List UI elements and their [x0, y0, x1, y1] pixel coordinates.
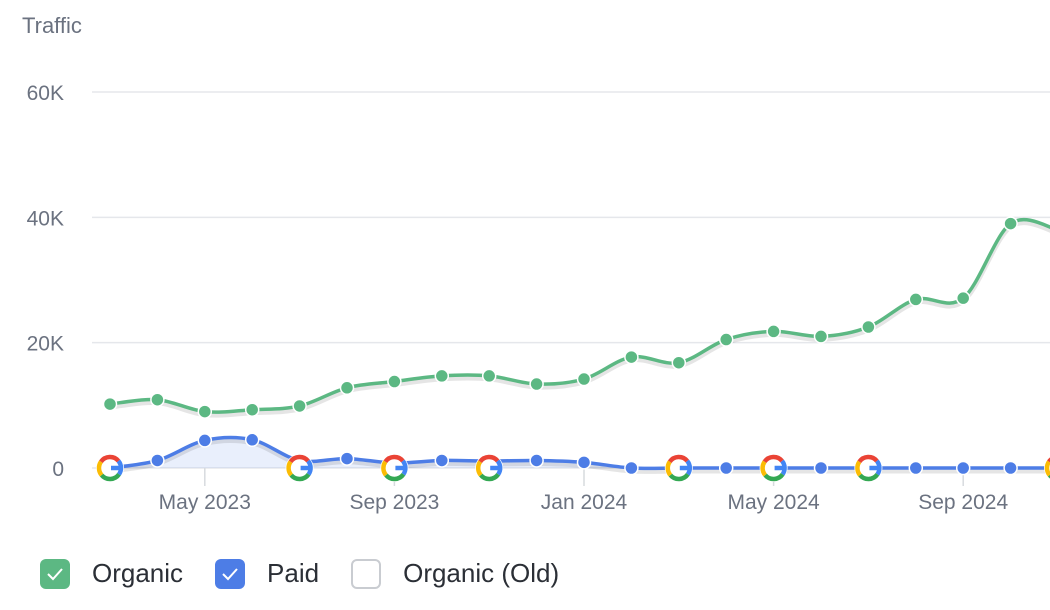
x-tick-label: Sep 2024	[918, 491, 1008, 514]
organic-point[interactable]	[387, 374, 402, 389]
organic-point[interactable]	[813, 329, 829, 344]
google-icon-arc	[760, 460, 768, 477]
legend: Organic Paid Organic (Old)	[40, 558, 591, 589]
paid-checkbox[interactable]	[215, 558, 246, 589]
google-icon-arc	[857, 454, 879, 464]
google-update-icon[interactable]	[96, 454, 124, 482]
organic-point[interactable]	[1003, 216, 1018, 231]
google-icon-arc	[383, 454, 405, 464]
x-tick-label: May 2023	[159, 491, 251, 514]
legend-item-organic[interactable]: Organic	[40, 558, 183, 589]
google-icon-arc	[286, 460, 294, 477]
x-tick-label: Sep 2023	[349, 491, 439, 514]
google-update-icon[interactable]	[285, 454, 314, 482]
google-icon-arc	[381, 460, 388, 477]
paid-point[interactable]	[244, 432, 260, 448]
paid-point[interactable]	[529, 453, 544, 468]
paid-point[interactable]	[955, 460, 971, 476]
check-icon	[47, 567, 63, 580]
google-update-icon[interactable]	[380, 454, 409, 482]
google-icon-arc	[479, 472, 501, 482]
organic-point[interactable]	[766, 324, 781, 339]
paid-point[interactable]	[576, 455, 592, 470]
organic-point[interactable]	[576, 371, 592, 387]
google-icon-arc	[475, 460, 483, 477]
google-icon-arc	[478, 454, 500, 464]
google-icon-arc	[763, 472, 785, 482]
google-icon-arc	[99, 472, 121, 482]
paid-point[interactable]	[908, 460, 924, 476]
legend-label-paid: Paid	[267, 558, 320, 588]
organic-point[interactable]	[481, 368, 497, 384]
organic-point[interactable]	[102, 396, 118, 412]
legend-label-organic: Organic	[92, 558, 184, 588]
google-update-icon[interactable]	[759, 454, 788, 482]
google-icon-arc	[99, 454, 121, 464]
organic-point[interactable]	[150, 392, 165, 407]
organic-point[interactable]	[624, 349, 639, 365]
google-icon-arc	[1044, 460, 1050, 477]
google-icon-arc	[665, 460, 673, 477]
y-tick-label: 60K	[27, 82, 64, 105]
google-update-icon[interactable]	[664, 454, 693, 482]
organic-checkbox[interactable]	[40, 558, 70, 589]
x-tick-label: May 2024	[727, 491, 820, 514]
organic-point[interactable]	[339, 380, 355, 396]
x-tick-label: Jan 2024	[541, 491, 628, 514]
google-icon-arc	[96, 460, 104, 477]
google-icon-arc	[762, 454, 784, 464]
google-update-icon[interactable]	[475, 454, 504, 482]
legend-label-organic-old: Organic (Old)	[403, 558, 560, 588]
y-tick-label: 40K	[27, 207, 64, 230]
google-update-icon[interactable]	[1044, 454, 1050, 482]
google-icon-arc	[667, 454, 689, 464]
organic-point[interactable]	[197, 404, 213, 419]
paid-point[interactable]	[718, 460, 734, 476]
paid-point[interactable]	[339, 451, 355, 466]
google-icon-arc	[384, 472, 406, 482]
organic-old-checkbox[interactable]	[351, 558, 382, 589]
google-icon-arc	[288, 454, 310, 464]
y-tick-label: 20K	[27, 333, 64, 356]
traffic-chart: Traffic 0 20K 40K 60K May 2023 Sep 2023 Jan 2…	[22, 13, 1050, 514]
google-update-icon[interactable]	[854, 454, 883, 482]
legend-item-organic-old[interactable]: Organic (Old)	[351, 558, 559, 589]
organic-point[interactable]	[718, 332, 734, 347]
organic-point[interactable]	[292, 398, 307, 414]
check-icon	[222, 567, 238, 580]
organic-point[interactable]	[434, 368, 450, 384]
organic-point[interactable]	[861, 319, 876, 335]
legend-item-paid[interactable]: Paid	[215, 558, 319, 589]
paid-point[interactable]	[197, 433, 213, 448]
organic-line-shadow	[109, 220, 1050, 418]
google-icon-arc	[289, 472, 311, 482]
paid-point[interactable]	[813, 460, 829, 476]
paid-point[interactable]	[150, 453, 165, 468]
y-tick-label: 0	[52, 458, 64, 481]
google-icon-arc	[858, 472, 880, 482]
organic-point[interactable]	[908, 292, 924, 307]
google-icon-arc	[668, 472, 690, 482]
organic-point[interactable]	[244, 402, 260, 417]
paid-point[interactable]	[434, 453, 450, 468]
paid-point[interactable]	[624, 460, 639, 476]
organic-point[interactable]	[955, 290, 971, 306]
paid-point[interactable]	[1003, 460, 1018, 476]
google-icon-arc	[855, 460, 862, 477]
organic-point[interactable]	[671, 355, 687, 370]
organic-point[interactable]	[529, 376, 544, 392]
y-axis-label: Traffic	[22, 13, 82, 38]
